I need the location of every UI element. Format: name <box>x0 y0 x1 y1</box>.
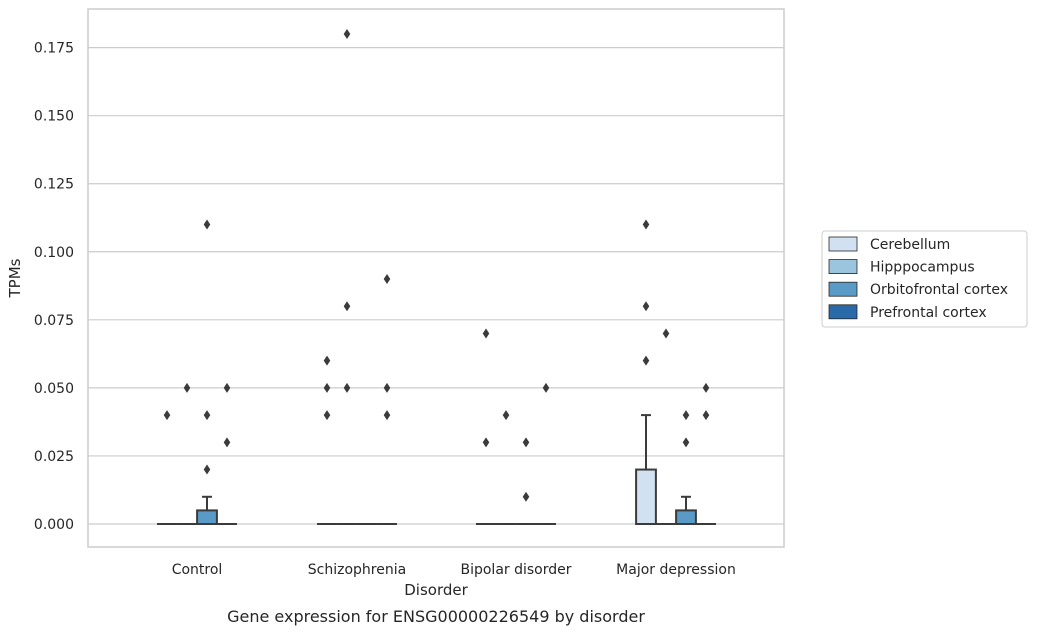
outlier-point <box>662 328 670 339</box>
plot-frame <box>87 8 785 548</box>
outlier-point <box>203 410 211 421</box>
outlier-point <box>482 328 490 339</box>
outlier-point <box>203 219 211 230</box>
x-tick-labels: Control Schizophrenia Bipolar disorder Majo… <box>172 562 736 578</box>
y-tick-label: 0.150 <box>34 109 74 125</box>
y-tick-label: 0.075 <box>34 313 74 329</box>
x-tick-label: Schizophrenia <box>308 562 406 578</box>
legend: Cerebellum Hipppocampus Orbitofrontal cort… <box>821 230 1028 328</box>
boxes <box>157 414 716 525</box>
outlier-point <box>183 382 191 393</box>
x-tick-label: Bipolar disorder <box>460 562 571 578</box>
outlier-point <box>642 355 650 366</box>
y-tick-label: 0.025 <box>34 449 74 465</box>
box-2-0 <box>196 495 218 525</box>
box-rect <box>635 468 657 525</box>
legend-swatch <box>828 259 858 275</box>
legend-frame <box>821 230 1028 328</box>
box-0-3 <box>635 414 657 525</box>
outlier-point <box>223 437 231 448</box>
y-tick-label: 0.100 <box>34 245 74 261</box>
outlier-point <box>702 410 710 421</box>
box-rect <box>675 509 697 525</box>
x-tick-label: Major depression <box>616 562 736 578</box>
outlier-point <box>542 382 550 393</box>
y-tick-label: 0.175 <box>34 41 74 57</box>
outlier-point <box>383 274 391 284</box>
outlier-point <box>383 410 391 421</box>
grid-lines <box>88 47 784 525</box>
legend-swatch <box>828 304 858 320</box>
box-rect <box>196 509 218 525</box>
outlier-point <box>682 410 690 421</box>
outliers <box>163 29 710 502</box>
outlier-point <box>323 355 331 366</box>
y-tick-label: 0.000 <box>34 517 74 533</box>
y-tick-label: 0.125 <box>34 177 74 193</box>
outlier-point <box>323 410 331 421</box>
outlier-point <box>482 437 490 448</box>
outlier-point <box>343 29 351 39</box>
legend-label: Hipppocampus <box>870 260 975 276</box>
legend-swatch <box>828 281 858 297</box>
outlier-point <box>522 437 530 448</box>
legend-label: Prefrontal cortex <box>870 305 987 321</box>
y-tick-labels: 0.000 0.025 0.050 0.075 0.100 0.125 0.150 0.175 <box>34 41 74 533</box>
outlier-point <box>323 382 331 393</box>
x-axis-label: Disorder <box>404 581 468 599</box>
y-axis-label: TPMs <box>6 258 24 298</box>
legend-label: Orbitofrontal cortex <box>870 282 1008 298</box>
chart-caption: Gene expression for ENSG00000226549 by d… <box>227 607 645 626</box>
outlier-point <box>223 382 231 393</box>
box-2-3 <box>675 495 697 525</box>
outlier-point <box>702 382 710 393</box>
outlier-point <box>343 382 351 393</box>
x-tick-label: Control <box>172 562 223 578</box>
legend-swatch <box>828 236 858 252</box>
y-tick-label: 0.050 <box>34 381 74 397</box>
outlier-point <box>502 410 510 421</box>
outlier-point <box>642 219 650 230</box>
outlier-point <box>343 301 351 312</box>
outlier-point <box>163 410 171 421</box>
outlier-point <box>642 301 650 312</box>
legend-label: Cerebellum <box>870 237 950 253</box>
outlier-point <box>203 464 211 475</box>
outlier-point <box>682 437 690 448</box>
outlier-point <box>383 382 391 393</box>
outlier-point <box>522 491 530 502</box>
